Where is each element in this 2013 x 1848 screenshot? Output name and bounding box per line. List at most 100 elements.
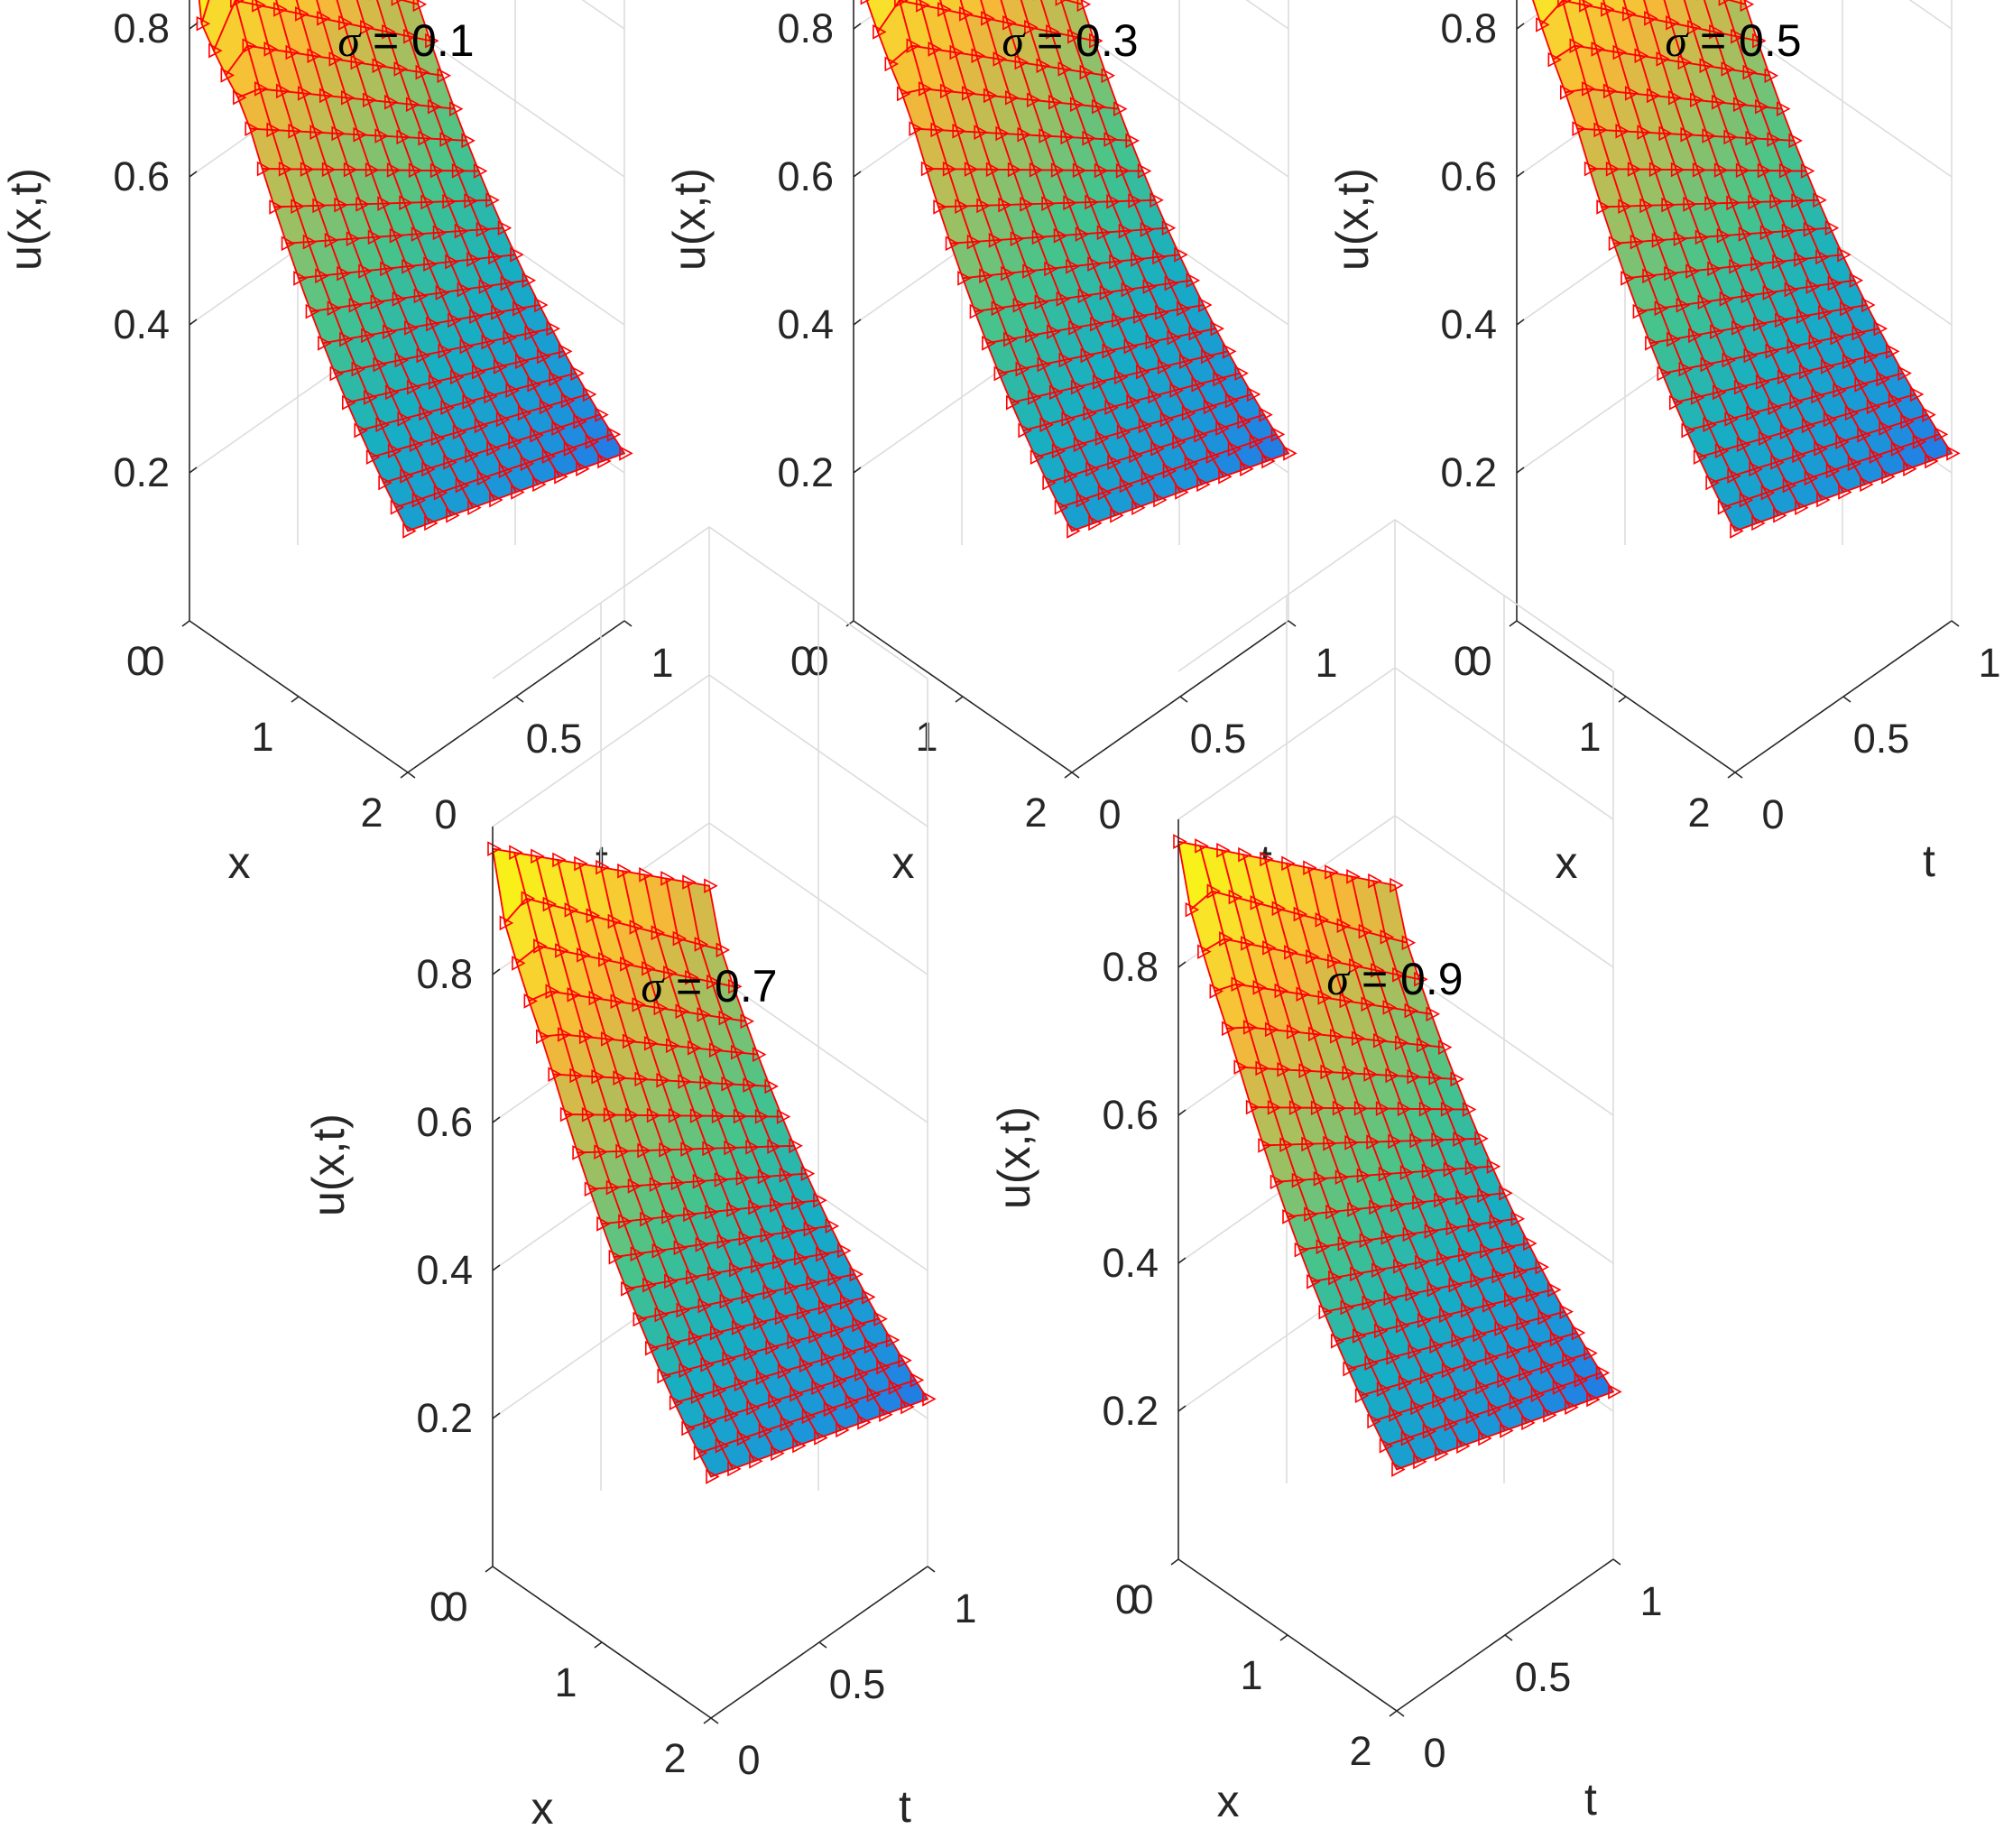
surface-patch	[697, 1445, 734, 1478]
data-marker	[433, 485, 448, 501]
x-tick-label: 0	[1131, 1576, 1153, 1622]
z-tick-label: 0.4	[416, 1247, 473, 1293]
data-marker	[1389, 1407, 1403, 1422]
data-marker	[1429, 1338, 1444, 1354]
z-tick-label: 0.8	[1440, 5, 1497, 51]
data-marker	[1431, 1132, 1445, 1148]
data-marker	[1678, 361, 1694, 377]
data-marker	[799, 1357, 814, 1373]
data-marker	[1754, 98, 1769, 115]
data-marker	[752, 1047, 767, 1062]
data-marker	[1644, 11, 1658, 26]
data-marker	[1029, 162, 1044, 178]
data-marker	[353, 126, 367, 143]
chart-title: σ = 0.3	[1002, 15, 1138, 66]
data-marker	[1407, 1068, 1421, 1085]
data-marker	[409, 437, 424, 453]
data-marker	[485, 192, 500, 208]
data-marker	[1837, 246, 1851, 263]
data-marker	[1443, 1161, 1458, 1178]
data-marker	[983, 88, 998, 104]
data-marker	[1709, 23, 1723, 40]
data-marker	[673, 1240, 688, 1256]
data-marker	[1368, 873, 1382, 889]
data-marker	[1453, 1132, 1467, 1147]
data-marker	[613, 1070, 627, 1086]
data-marker	[1106, 193, 1121, 209]
data-marker	[706, 974, 721, 990]
data-marker	[545, 984, 560, 1000]
data-marker	[1437, 1040, 1453, 1055]
data-marker	[985, 162, 1001, 178]
data-marker	[1579, 0, 1593, 13]
marker-layer	[860, 0, 1297, 539]
data-marker	[1155, 305, 1169, 320]
data-marker	[462, 394, 476, 410]
data-marker	[1608, 1384, 1622, 1400]
data-marker	[1301, 1136, 1316, 1152]
data-marker	[391, 0, 403, 6]
data-marker	[512, 300, 527, 317]
data-marker	[949, 44, 965, 60]
data-marker	[1298, 1063, 1313, 1078]
data-marker	[721, 1076, 735, 1092]
data-marker	[546, 320, 561, 337]
data-marker	[1366, 1134, 1380, 1150]
data-marker	[816, 1246, 830, 1262]
data-marker	[1241, 936, 1255, 951]
data-marker	[741, 1289, 756, 1305]
data-marker	[1306, 949, 1320, 965]
data-marker	[1328, 1270, 1343, 1286]
data-marker	[1742, 64, 1758, 80]
data-marker	[1705, 475, 1720, 491]
data-marker	[1415, 1254, 1429, 1270]
t-tick-mark	[1288, 620, 1297, 627]
data-marker	[1795, 500, 1809, 516]
data-marker	[1380, 1230, 1396, 1245]
data-marker	[1162, 463, 1177, 479]
data-marker	[500, 275, 515, 291]
data-marker	[1378, 1166, 1393, 1182]
data-marker	[1330, 1333, 1345, 1349]
data-marker	[424, 515, 439, 531]
chart-title: σ = 0.7	[641, 961, 777, 1012]
data-marker	[1367, 1413, 1381, 1429]
data-marker	[979, 268, 993, 284]
data-marker	[1048, 94, 1063, 110]
data-marker	[1325, 864, 1339, 880]
data-marker	[1569, 38, 1584, 54]
x-axis-label: x	[1556, 837, 1578, 888]
data-marker	[1727, 468, 1741, 484]
data-marker	[1258, 1138, 1272, 1153]
x-tick-label: 1	[554, 1659, 577, 1705]
data-marker	[1595, 1365, 1611, 1381]
data-marker	[1562, 1352, 1576, 1368]
chart-panel-1: 0 1 2 0 0.5 1 0.2 0.4 0.6 0.8 0 x t u(x,t) σ = 0.1	[0, 0, 704, 902]
data-marker	[1041, 196, 1056, 211]
data-marker	[825, 1218, 840, 1234]
data-marker	[1559, 85, 1574, 100]
data-marker	[1670, 162, 1685, 178]
chart-title: σ = 0.5	[1665, 15, 1801, 66]
data-marker	[1743, 347, 1759, 364]
data-marker	[1343, 1361, 1357, 1377]
data-marker	[597, 453, 612, 469]
data-marker	[771, 1446, 785, 1462]
data-marker	[746, 1400, 761, 1416]
data-marker	[1216, 842, 1231, 858]
data-marker	[1697, 294, 1713, 310]
data-marker	[933, 199, 947, 215]
data-marker	[697, 1298, 713, 1314]
data-marker	[982, 336, 996, 351]
data-marker	[617, 863, 632, 879]
data-marker	[1719, 291, 1734, 307]
data-marker	[1823, 411, 1838, 428]
x-tick-mark	[703, 1717, 712, 1724]
data-marker	[1167, 329, 1182, 346]
data-marker	[643, 1035, 659, 1051]
data-marker	[481, 334, 496, 350]
data-marker	[1667, 331, 1681, 347]
data-marker	[1233, 1059, 1248, 1075]
data-marker	[1079, 64, 1094, 80]
data-marker	[420, 194, 435, 210]
